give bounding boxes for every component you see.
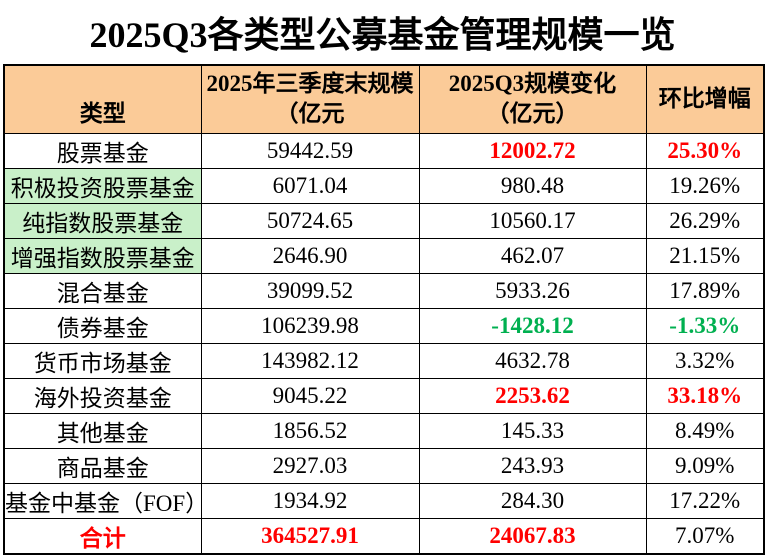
table-row: 货币市场基金 143982.12 4632.78 3.32% [3, 342, 765, 379]
growth-cell: 9.09% [645, 447, 765, 484]
change-cell: -1428.12 [418, 307, 647, 344]
scale-cell: 59442.59 [200, 132, 420, 169]
growth-cell: 19.26% [645, 167, 765, 204]
fund-type-cell: 积极投资股票基金 [3, 167, 202, 204]
header-quarter-end-scale: 2025年三季度末规模 （亿元 [200, 64, 420, 134]
change-cell: 5933.26 [418, 272, 647, 309]
fund-type-cell: 基金中基金（FOF） [3, 482, 208, 519]
table-row: 纯指数股票基金 50724.65 10560.17 26.29% [3, 202, 765, 239]
fund-type-cell: 股票基金 [3, 132, 202, 169]
table-row: 债券基金 106239.98 -1428.12 -1.33% [3, 307, 765, 344]
table-row: 基金中基金（FOF） 1934.92 284.30 17.22% [3, 482, 765, 519]
scale-cell: 143982.12 [200, 342, 420, 379]
fund-table: 类型 2025年三季度末规模 （亿元 2025Q3规模变化 （亿元） 环比增幅 … [3, 64, 765, 555]
change-cell: 10560.17 [418, 202, 647, 239]
scale-cell: 50724.65 [200, 202, 420, 239]
fund-type-cell: 纯指数股票基金 [3, 202, 202, 239]
scale-cell: 2646.90 [200, 237, 420, 274]
table-row: 混合基金 39099.52 5933.26 17.89% [3, 272, 765, 309]
fund-table-body: 股票基金 59442.59 12002.72 25.30% 积极投资股票基金 6071.0… [3, 132, 765, 554]
fund-type-cell: 债券基金 [3, 307, 202, 344]
fund-type-cell: 商品基金 [3, 447, 202, 484]
page-title: 2025Q3各类型公募基金管理规模一览 [89, 15, 676, 55]
fund-type-cell: 混合基金 [3, 272, 202, 309]
table-row: 其他基金 1856.52 145.33 8.49% [3, 412, 765, 449]
fund-table-header: 类型 2025年三季度末规模 （亿元 2025Q3规模变化 （亿元） 环比增幅 [3, 64, 765, 134]
scale-cell: 1856.52 [200, 412, 420, 449]
header-row: 类型 2025年三季度末规模 （亿元 2025Q3规模变化 （亿元） 环比增幅 [3, 64, 765, 134]
growth-cell: 8.49% [645, 412, 765, 449]
table-row: 股票基金 59442.59 12002.72 25.30% [3, 132, 765, 169]
growth-cell: 17.89% [645, 272, 765, 309]
table-row: 积极投资股票基金 6071.04 980.48 19.26% [3, 167, 765, 204]
header-qoq-growth: 环比增幅 [645, 64, 765, 134]
table-row: 商品基金 2927.03 243.93 9.09% [3, 447, 765, 484]
change-cell: 12002.72 [418, 132, 647, 169]
growth-cell: -1.33% [645, 307, 765, 344]
scale-cell: 6071.04 [200, 167, 420, 204]
change-cell: 243.93 [418, 447, 647, 484]
fund-type-cell: 海外投资基金 [3, 377, 202, 414]
scale-cell: 1934.92 [200, 482, 420, 519]
growth-cell: 25.30% [645, 132, 765, 169]
growth-cell: 21.15% [645, 237, 765, 274]
fund-type-cell: 增强指数股票基金 [3, 237, 202, 274]
growth-cell: 7.07% [645, 517, 765, 554]
header-scale-change: 2025Q3规模变化 （亿元） [418, 64, 647, 134]
scale-cell: 39099.52 [200, 272, 420, 309]
scale-cell: 364527.91 [200, 517, 420, 554]
table-row: 增强指数股票基金 2646.90 462.07 21.15% [3, 237, 765, 274]
growth-cell: 3.32% [645, 342, 765, 379]
fund-type-cell: 其他基金 [3, 412, 202, 449]
change-cell: 462.07 [418, 237, 647, 274]
title-bar: 2025Q3各类型公募基金管理规模一览 [0, 0, 765, 64]
change-cell: 2253.62 [418, 377, 647, 414]
scale-cell: 9045.22 [200, 377, 420, 414]
fund-type-cell: 货币市场基金 [3, 342, 202, 379]
change-cell: 145.33 [418, 412, 647, 449]
change-cell: 4632.78 [418, 342, 647, 379]
header-fund-type: 类型 [3, 64, 202, 134]
scale-cell: 106239.98 [200, 307, 420, 344]
table-row: 合计 364527.91 24067.83 7.07% [3, 517, 765, 554]
change-cell: 284.30 [418, 482, 647, 519]
growth-cell: 33.18% [645, 377, 765, 414]
scale-cell: 2927.03 [200, 447, 420, 484]
table-row: 海外投资基金 9045.22 2253.62 33.18% [3, 377, 765, 414]
change-cell: 980.48 [418, 167, 647, 204]
fund-type-cell: 合计 [3, 517, 202, 554]
change-cell: 24067.83 [418, 517, 647, 554]
growth-cell: 17.22% [645, 482, 765, 519]
growth-cell: 26.29% [645, 202, 765, 239]
